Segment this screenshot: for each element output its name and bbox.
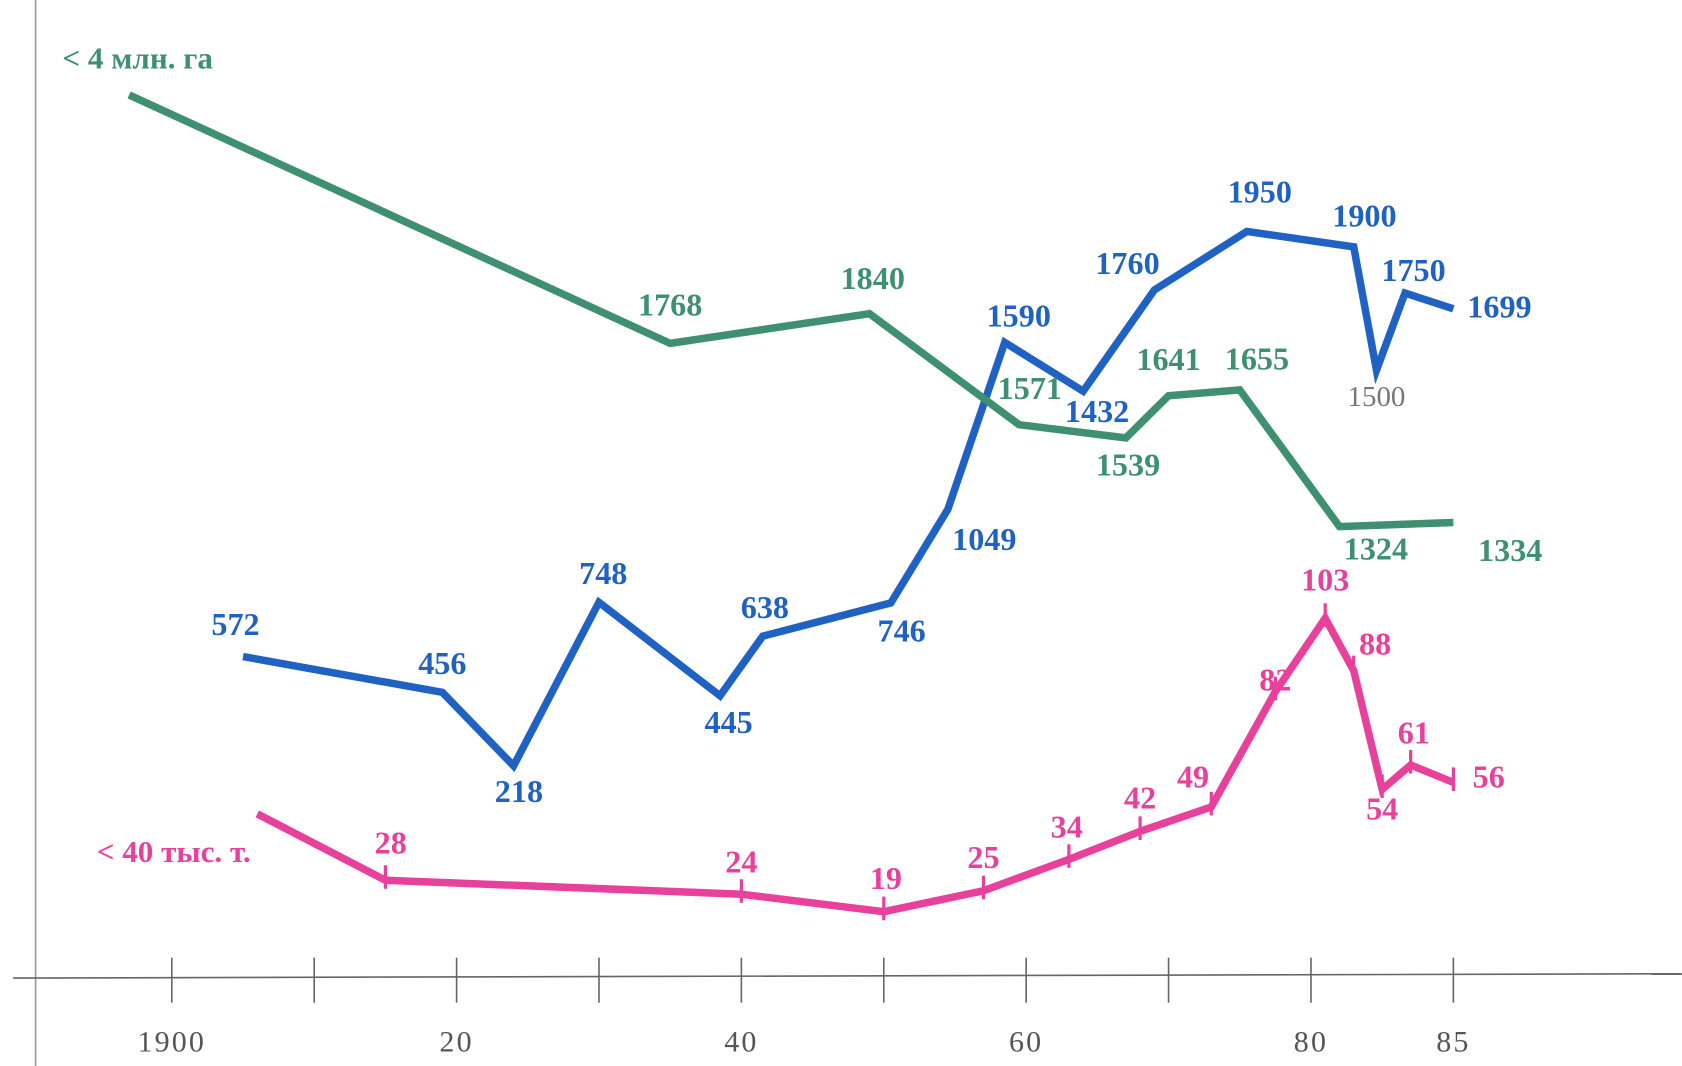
data-label: 25 — [967, 839, 999, 875]
data-label: 1768 — [638, 286, 702, 322]
data-label: 746 — [878, 612, 926, 648]
data-label: 1655 — [1225, 340, 1289, 376]
series-line — [255, 611, 1455, 916]
data-label: 1840 — [841, 260, 905, 296]
data-label: 61 — [1398, 714, 1430, 750]
data-label: 1950 — [1228, 173, 1292, 209]
data-label: 24 — [725, 844, 757, 880]
data-label: 1590 — [987, 297, 1051, 333]
data-label: 1432 — [1065, 393, 1129, 429]
data-label: 1699 — [1467, 288, 1531, 324]
x-tick-label: 80 — [1294, 1025, 1328, 1058]
x-axis-line — [13, 972, 1682, 979]
data-label: 54 — [1366, 790, 1398, 826]
x-tick-label: 1900 — [137, 1025, 206, 1058]
data-label: 1641 — [1136, 341, 1200, 377]
x-tick-label: 60 — [1009, 1025, 1043, 1058]
data-label: 748 — [579, 555, 627, 591]
data-label: 1500 — [1348, 381, 1406, 413]
data-label: 1900 — [1332, 197, 1396, 233]
data-label: 88 — [1359, 625, 1391, 661]
data-label: 1539 — [1096, 446, 1160, 482]
data-label: 1750 — [1381, 252, 1445, 288]
data-label: 56 — [1473, 759, 1505, 795]
data-label: 638 — [741, 589, 789, 625]
x-tick-label: 40 — [724, 1025, 758, 1058]
x-tick-label: 20 — [439, 1025, 473, 1058]
x-tick-label: 85 — [1436, 1025, 1470, 1058]
data-label: 445 — [704, 704, 752, 740]
data-label: 456 — [418, 645, 466, 681]
data-label: 572 — [211, 606, 259, 642]
series-name: < 4 млн. га — [62, 40, 213, 75]
data-label: 1324 — [1344, 531, 1408, 567]
data-label: 28 — [375, 824, 407, 860]
series-line — [242, 227, 1455, 773]
series-line — [127, 91, 1454, 531]
data-label: 218 — [495, 773, 543, 809]
data-label: 1760 — [1095, 245, 1159, 281]
data-label: 1334 — [1478, 532, 1542, 568]
data-label: 34 — [1051, 809, 1083, 845]
data-label: 82 — [1259, 661, 1291, 697]
data-label: 103 — [1301, 561, 1349, 597]
series-name: < 40 тыс. т. — [97, 834, 251, 869]
data-label: 42 — [1124, 780, 1156, 816]
data-label: 49 — [1177, 758, 1209, 794]
data-label: 1049 — [952, 521, 1016, 557]
data-label: 1571 — [998, 370, 1062, 406]
data-label: 19 — [870, 860, 902, 896]
